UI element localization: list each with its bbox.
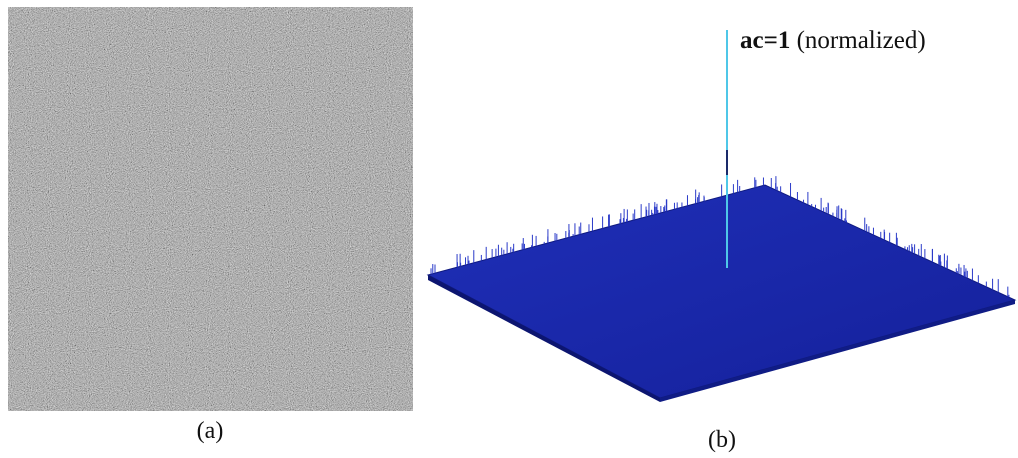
annotation-rest: (normalized)	[797, 27, 926, 54]
annotation-bold: ac=1	[740, 27, 790, 54]
autocorrelation-surface	[428, 30, 1015, 402]
caption-a: (a)	[197, 418, 224, 444]
caption-b: (b)	[708, 427, 736, 453]
figure: (a) ac=1 (normalized) (b)	[0, 0, 1018, 458]
noise-image	[8, 7, 413, 411]
peak-annotation: ac=1 (normalized)	[740, 27, 926, 54]
